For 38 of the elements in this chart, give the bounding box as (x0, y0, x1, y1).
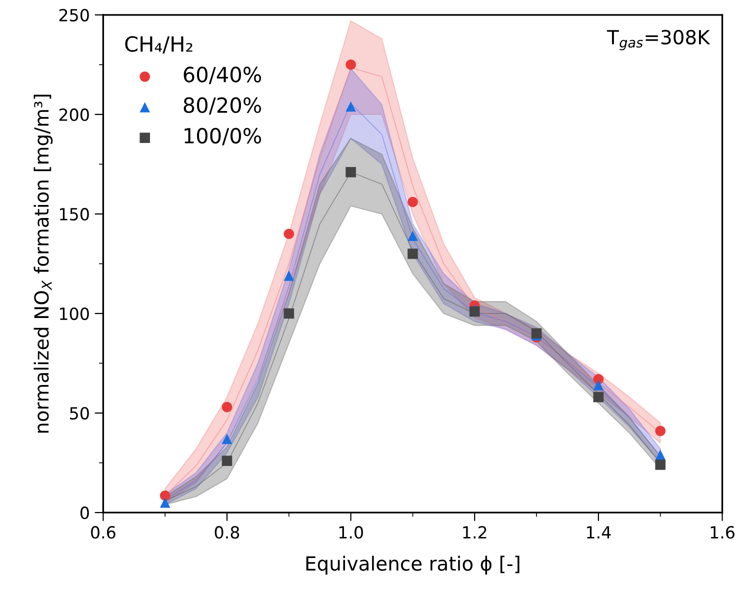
y-tick-label: 200 (59, 108, 89, 121)
legend-label: 60/40% (184, 66, 262, 84)
point (284, 228, 294, 240)
point (160, 497, 170, 508)
point (346, 101, 356, 112)
point (408, 196, 418, 208)
y-tick-label: 50 (70, 406, 89, 420)
x-tick-label: 1.2 (463, 526, 486, 538)
legend-label: 100/0% (184, 128, 262, 146)
point (284, 270, 294, 281)
x-tick-label: 1.4 (587, 526, 611, 538)
point (655, 460, 666, 470)
point (222, 434, 232, 444)
point (222, 402, 232, 412)
point (346, 167, 356, 178)
point (408, 248, 418, 259)
point (160, 490, 170, 501)
y-tick-label: 150 (60, 208, 89, 221)
point (346, 60, 356, 70)
y-tick-label: 250 (59, 8, 89, 22)
legend-title: CH₄/H₂ (125, 36, 192, 54)
legend-label: 80/20% (184, 97, 262, 115)
point (408, 230, 418, 242)
x-tick-label: 0.8 (214, 526, 240, 539)
x-axis-title: Equivalence ratio ϕ [-] (306, 556, 520, 575)
x-tick-label: 0.6 (91, 526, 116, 539)
point (284, 308, 294, 319)
x-tick-label: 1.0 (339, 526, 363, 539)
y-axis-title: normalized NO$_{X}$ formation [mg/m³] (34, 94, 53, 433)
y-tick-label: 100 (60, 307, 89, 320)
x-tick-label: 1.6 (710, 526, 734, 539)
point (222, 456, 232, 466)
point (593, 380, 604, 390)
point (655, 426, 666, 436)
point (655, 450, 666, 460)
y-tick-label: 0 (80, 506, 89, 520)
point (593, 392, 604, 402)
annotation: T$_{gas}$=308K (606, 30, 710, 50)
